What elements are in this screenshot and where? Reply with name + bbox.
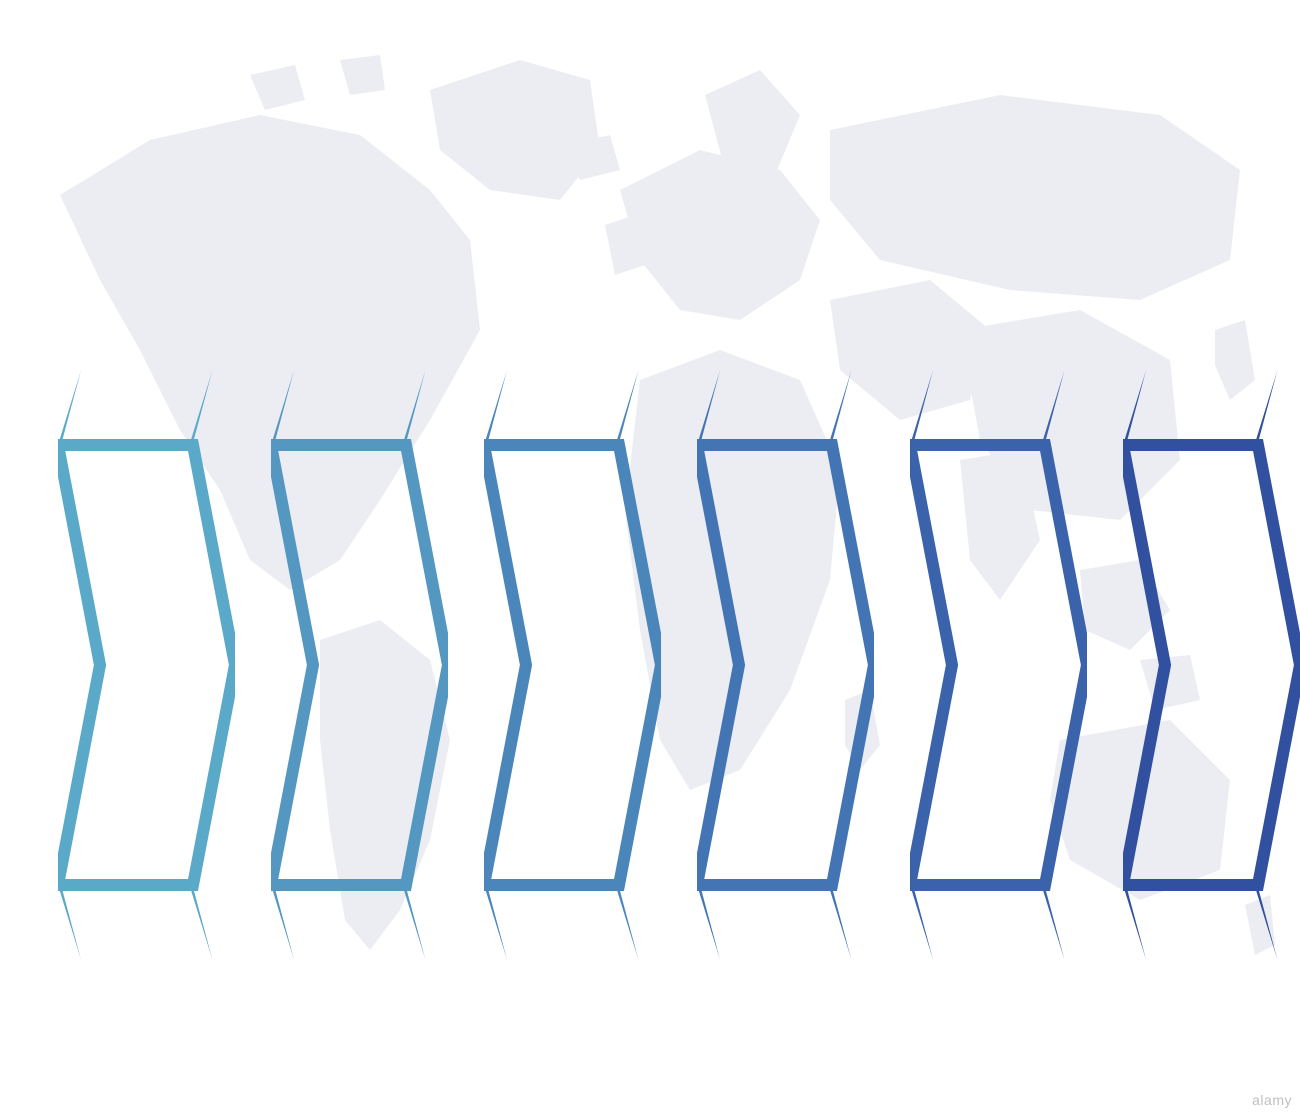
chevron-sequence (58, 370, 1300, 960)
chevron-step-1 (58, 370, 235, 960)
chevron-step-6 (1123, 370, 1300, 960)
watermark-text: alamy (1252, 1092, 1292, 1108)
chevron-step-3 (484, 370, 661, 960)
chevron-step-2 (271, 370, 448, 960)
chevron-step-4 (697, 370, 874, 960)
chevron-step-5 (910, 370, 1087, 960)
